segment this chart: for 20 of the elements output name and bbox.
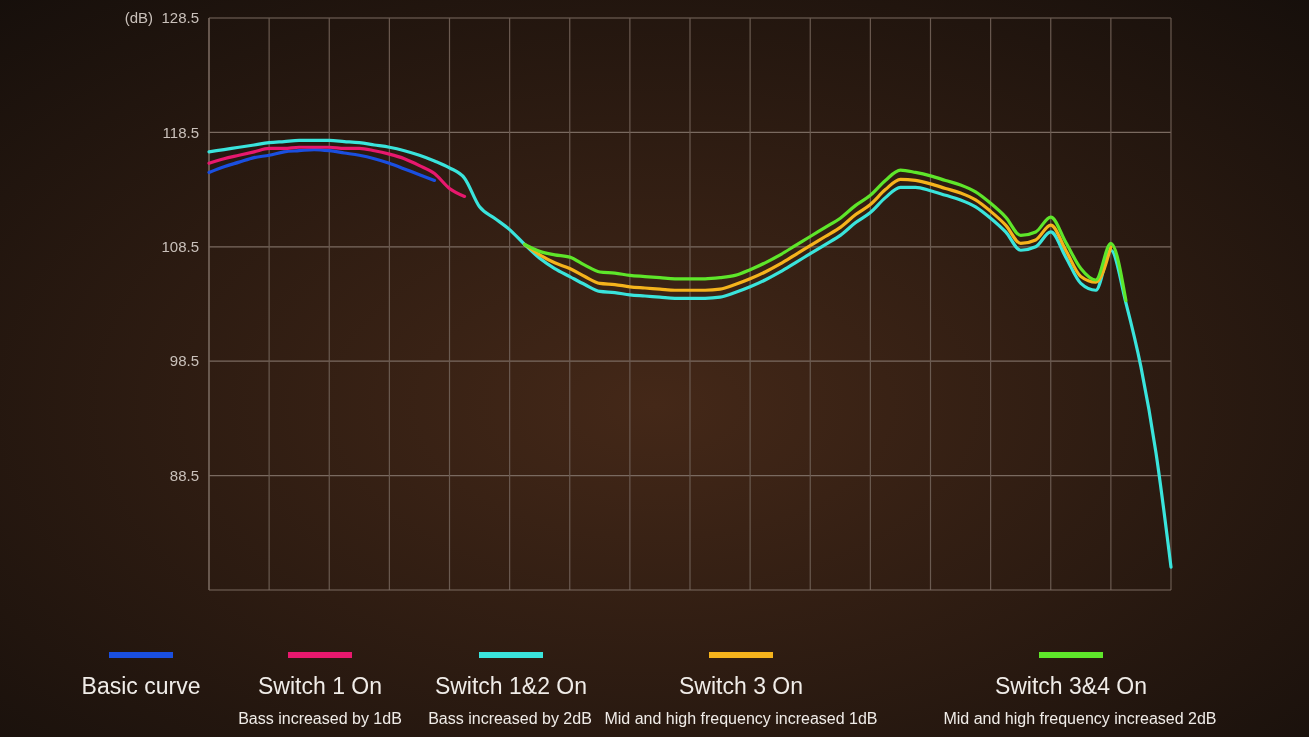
y-tick-label: 88.5	[169, 466, 199, 484]
y-tick-label: 128.5	[161, 9, 199, 27]
line-series	[207, 147, 437, 183]
legend-label: Switch 1&2 On	[434, 673, 588, 699]
line-series	[523, 177, 1113, 292]
text: Mid and high frequency increased 1dB	[604, 710, 878, 727]
text: Bass increased by 2dB	[428, 710, 592, 727]
y-axis-title: (dB)	[124, 9, 153, 27]
y-tick-label: 108.5	[161, 238, 199, 256]
legend-label: Basic curve	[81, 673, 201, 699]
legend-label: Switch 1 On	[258, 673, 382, 699]
line-series	[523, 168, 1128, 303]
text: Bass increased by 1dB	[238, 710, 402, 727]
y-tick-label: 118.5	[162, 123, 199, 141]
line-series	[207, 138, 1173, 569]
y-tick-label: 98.5	[169, 352, 199, 370]
legend-label: Switch 3 On	[679, 673, 803, 699]
line-series	[207, 145, 467, 199]
text: Mid and high frequency increased 2dB	[943, 710, 1217, 727]
legend-label: Switch 3&4 On	[994, 673, 1148, 699]
